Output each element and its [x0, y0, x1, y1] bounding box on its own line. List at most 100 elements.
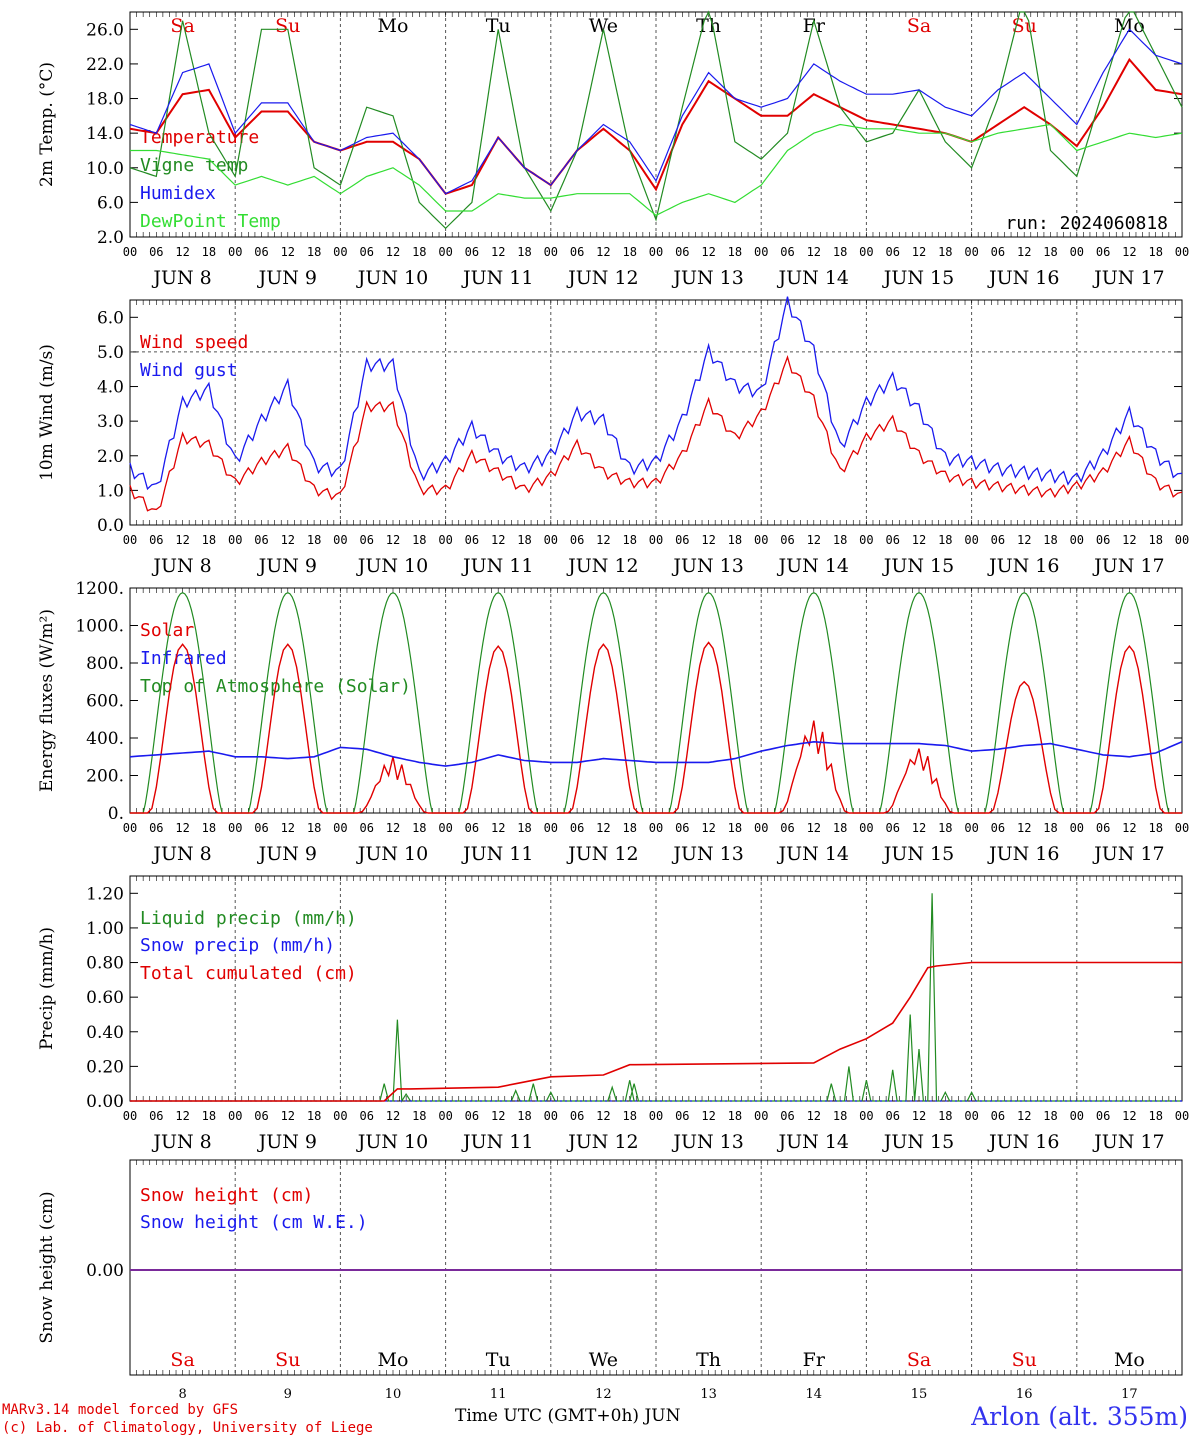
- footer-lab-credit: (c) Lab. of Climatology, University of L…: [2, 1420, 373, 1436]
- legend-entry: Solar: [140, 620, 194, 641]
- x-hour-label: 00: [859, 245, 873, 259]
- x-hour-label: 00: [544, 1109, 558, 1123]
- series-line-wind-speed: [129, 354, 1183, 512]
- day-of-week-label: We: [589, 1349, 618, 1371]
- x-hour-label: 06: [465, 821, 479, 835]
- x-hour-label: 18: [412, 821, 426, 835]
- x-hour-label: 18: [833, 821, 847, 835]
- y-tick-label: 400.: [86, 729, 124, 749]
- panel-frame: [129, 587, 1183, 814]
- x-hour-label: 06: [780, 245, 794, 259]
- x-hour-label: 00: [544, 533, 558, 547]
- x-date-label: JUN 10: [356, 555, 428, 577]
- x-hour-label: 18: [412, 533, 426, 547]
- day-of-week-label: Mo: [378, 15, 409, 37]
- x-hour-label: 18: [1148, 533, 1162, 547]
- x-hour-label: 12: [491, 821, 505, 835]
- x-hour-label: 12: [386, 245, 400, 259]
- x-hour-label: 06: [465, 533, 479, 547]
- day-of-week-label: Fr: [803, 15, 826, 37]
- series-line-temperature: [129, 57, 1183, 195]
- x-hour-label: 00: [333, 821, 347, 835]
- x-hour-label: 00: [964, 245, 978, 259]
- x-hour-label: 06: [254, 1109, 268, 1123]
- series-line-infrared: [129, 740, 1183, 767]
- x-hour-label: 06: [359, 821, 373, 835]
- x-hour-label: 06: [1096, 533, 1110, 547]
- x-hour-label: 00: [438, 533, 452, 547]
- x-hour-label: 00: [649, 1109, 663, 1123]
- x-hour-label: 12: [1017, 245, 1031, 259]
- x-hour-label: 18: [1043, 821, 1057, 835]
- x-hour-label: 06: [675, 245, 689, 259]
- day-number-label: 8: [178, 1387, 186, 1402]
- x-hour-label: 18: [307, 533, 321, 547]
- x-hour-label: 12: [912, 533, 926, 547]
- y-tick-label: 5.0: [97, 343, 124, 363]
- x-hour-label: 00: [123, 1109, 137, 1123]
- day-of-week-label: Tu: [486, 1349, 511, 1371]
- x-hour-label: 00: [123, 821, 137, 835]
- x-hour-label: 06: [991, 533, 1005, 547]
- x-hour-label: 18: [938, 821, 952, 835]
- x-hour-label: 00: [964, 1109, 978, 1123]
- y-tick-label: 6.0: [97, 308, 124, 328]
- x-hour-label: 06: [254, 533, 268, 547]
- x-hour-label: 00: [333, 245, 347, 259]
- x-hour-label: 00: [1175, 1109, 1189, 1123]
- day-number-label: 14: [806, 1387, 823, 1402]
- legend-entry: Temperature: [140, 127, 259, 148]
- x-date-label: JUN 8: [151, 1131, 211, 1153]
- x-hour-label: 12: [912, 245, 926, 259]
- x-hour-label: 06: [359, 245, 373, 259]
- x-hour-label: 12: [1122, 1109, 1136, 1123]
- x-hour-label: 00: [1070, 245, 1084, 259]
- x-hour-label: 00: [1070, 533, 1084, 547]
- day-number-label: 17: [1121, 1387, 1138, 1402]
- x-hour-label: 18: [1043, 533, 1057, 547]
- x-hour-label: 18: [833, 1109, 847, 1123]
- x-hour-label: 12: [386, 821, 400, 835]
- x-hour-label: 00: [333, 1109, 347, 1123]
- legend-entry: Snow precip (mm/h): [140, 935, 335, 956]
- x-hour-label: 06: [465, 245, 479, 259]
- x-hour-label: 06: [254, 821, 268, 835]
- y-tick-label: 2.0: [97, 447, 124, 467]
- x-hour-label: 00: [333, 533, 347, 547]
- x-date-label: JUN 17: [1092, 267, 1164, 289]
- x-hour-label: 12: [281, 533, 295, 547]
- day-of-week-label: Mo: [1114, 1349, 1145, 1371]
- y-tick-label: 600.: [86, 692, 124, 712]
- x-hour-label: 06: [570, 821, 584, 835]
- day-of-week-label: Mo: [378, 1349, 409, 1371]
- x-hour-label: 18: [1043, 245, 1057, 259]
- x-hour-label: 18: [938, 245, 952, 259]
- x-hour-label: 06: [675, 821, 689, 835]
- x-date-label: JUN 13: [671, 555, 743, 577]
- x-hour-label: 18: [307, 245, 321, 259]
- x-date-label: JUN 13: [671, 1131, 743, 1153]
- y-tick-label: 1.20: [86, 884, 124, 904]
- x-hour-label: 00: [649, 245, 663, 259]
- series-line-vigne-temp: [129, 10, 1183, 230]
- day-of-week-label: Su: [1012, 15, 1037, 37]
- x-date-label: JUN 17: [1092, 555, 1164, 577]
- y-axis-label: 10m Wind (m/s): [37, 344, 57, 481]
- x-date-label: JUN 13: [671, 843, 743, 865]
- x-date-label: JUN 9: [257, 843, 317, 865]
- day-of-week-label: Sa: [170, 1349, 194, 1371]
- x-hour-label: 00: [1070, 1109, 1084, 1123]
- y-tick-label: 0.40: [86, 1023, 124, 1043]
- y-tick-label: 0.60: [86, 988, 124, 1008]
- x-hour-label: 06: [149, 533, 163, 547]
- x-hour-label: 00: [964, 533, 978, 547]
- x-date-label: JUN 16: [987, 843, 1059, 865]
- y-tick-label: 22.0: [86, 55, 124, 75]
- x-hour-label: 06: [149, 245, 163, 259]
- x-date-label: JUN 9: [257, 267, 317, 289]
- x-hour-label: 06: [885, 1109, 899, 1123]
- x-hour-label: 12: [175, 245, 189, 259]
- day-of-week-label: Sa: [907, 15, 931, 37]
- x-hour-label: 12: [1122, 533, 1136, 547]
- x-date-label: JUN 15: [882, 1131, 954, 1153]
